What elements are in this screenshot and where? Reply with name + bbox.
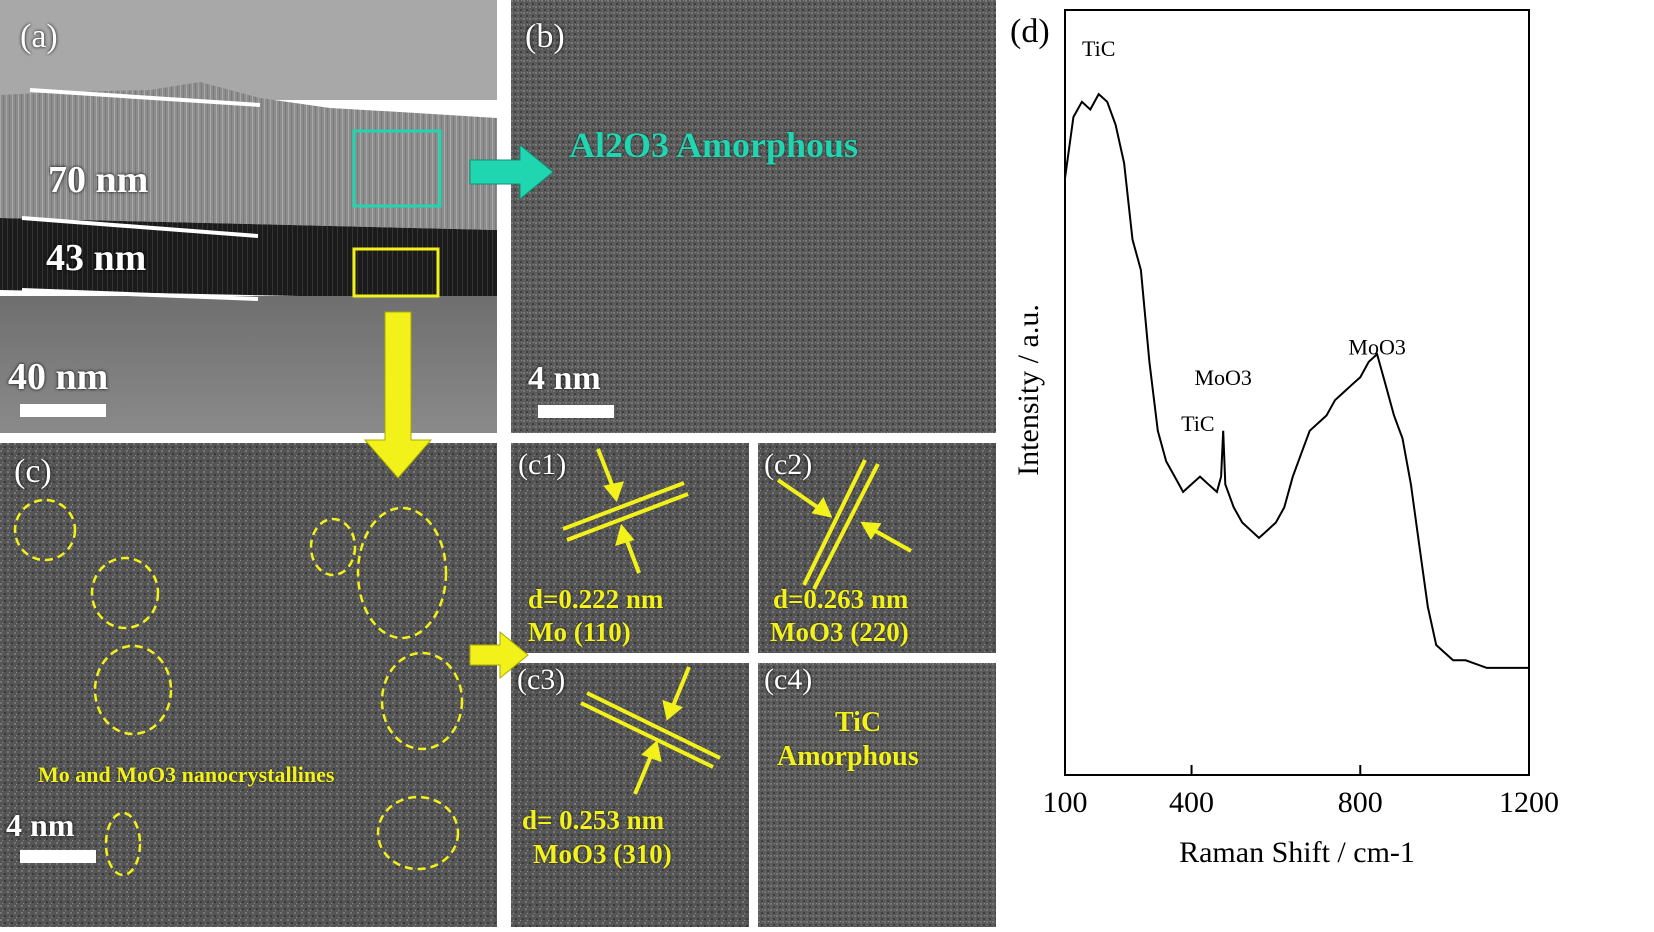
panel-c-hrtem: (c) Mo and MoO3 nanocrystallines 4 nm <box>0 443 497 927</box>
hrtem-image-c <box>0 443 497 927</box>
d-spacing-c3: d= 0.253 nm <box>522 805 665 835</box>
panel-c1-label: (c1) <box>518 448 567 481</box>
nanocrystal-outlines <box>13 498 464 877</box>
x-tick-label: 100 <box>1043 786 1088 819</box>
plane-c1: Mo (110) <box>528 617 631 647</box>
panel-c3: (c3) d= 0.253 nm MoO3 (310) <box>511 663 749 927</box>
al2o3-amorphous-label: Al2O3 Amorphous <box>569 125 859 165</box>
scale-bar <box>20 404 106 417</box>
panel-d-label: (d) <box>1010 13 1050 50</box>
thickness-top-label: 70 nm <box>48 159 149 201</box>
panel-c3-label: (c3) <box>517 663 566 696</box>
panel-c-label: (c) <box>14 453 52 490</box>
hrtem-image-c1 <box>511 443 749 653</box>
panel-c4: (c4) TiC Amorphous <box>758 663 996 927</box>
plot-frame <box>1064 9 1530 776</box>
scale-bar <box>20 850 96 863</box>
panel-c4-label: (c4) <box>764 663 813 696</box>
scale-bar-label: 4 nm <box>6 807 75 843</box>
scale-bar <box>538 405 614 418</box>
d-spacing-c1: d=0.222 nm <box>528 584 664 614</box>
scale-bar-label: 40 nm <box>8 356 109 398</box>
tic-label: TiC <box>835 707 882 738</box>
amorphous-label: Amorphous <box>777 741 919 772</box>
d-spacing-c2: d=0.263 nm <box>773 584 909 614</box>
x-tick-label: 400 <box>1169 786 1214 819</box>
plane-c3: MoO3 (310) <box>533 839 672 869</box>
raman-chart-svg: (d) 100 400 800 1200 TiC TiC MoO3 MoO3 Raman S… <box>1010 9 1559 869</box>
x-ticks: 100 400 800 1200 <box>1043 765 1559 819</box>
scale-bar-label: 4 nm <box>528 360 601 397</box>
hrtem-image-c4 <box>758 663 996 927</box>
panel-c1: (c1) d=0.222 nm Mo (110) <box>511 443 749 653</box>
panel-d-raman-chart: (d) 100 400 800 1200 TiC TiC MoO3 MoO3 Raman S… <box>1010 0 1654 927</box>
nanocrystallines-label: Mo and MoO3 nanocrystallines <box>38 762 335 787</box>
peak-annotation-label: MoO3 <box>1348 334 1405 359</box>
panel-c2-label: (c2) <box>764 448 813 481</box>
panel-a-tem-cross-section: (a) 70 nm 43 nm 40 nm <box>0 0 497 433</box>
plane-c2: MoO3 (220) <box>770 617 909 647</box>
hrtem-image-c2 <box>758 443 996 653</box>
peak-annotation-label: MoO3 <box>1194 365 1251 390</box>
raman-series-line <box>1064 92 1529 669</box>
panel-a-label: (a) <box>20 18 58 55</box>
hrtem-image-c3 <box>511 663 749 927</box>
peak-annotation-label: TiC <box>1181 411 1214 436</box>
peak-annotations: TiC TiC MoO3 MoO3 <box>1082 36 1406 436</box>
x-tick-label: 1200 <box>1499 786 1559 819</box>
hrtem-image-b <box>511 0 996 433</box>
x-axis-label: Raman Shift / cm-1 <box>1179 836 1415 869</box>
x-tick-label: 800 <box>1338 786 1383 819</box>
panel-b-hrtem: (b) Al2O3 Amorphous 4 nm <box>511 0 996 433</box>
panel-c2: (c2) d=0.263 nm MoO3 (220) <box>758 443 996 653</box>
panel-b-label: (b) <box>525 18 565 55</box>
thickness-bottom-label: 43 nm <box>46 237 147 279</box>
peak-annotation-label: TiC <box>1082 36 1115 61</box>
y-axis-label: Intensity / a.u. <box>1012 304 1045 476</box>
